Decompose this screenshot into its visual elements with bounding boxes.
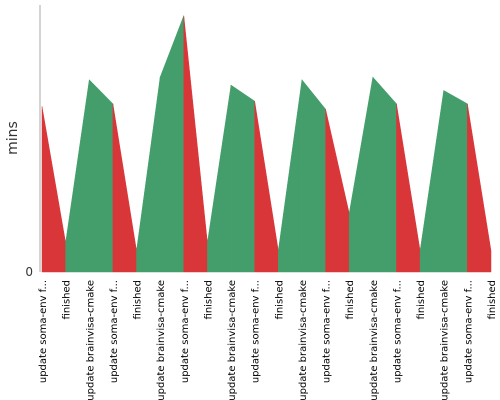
x-tick-label: finished	[133, 280, 144, 319]
y-axis-label: mins	[5, 121, 21, 155]
area-segment-success	[159, 15, 185, 273]
x-tick-label: finished	[62, 280, 73, 319]
area-segment-failure	[254, 101, 279, 273]
x-tick-label: update soma-env f...	[463, 280, 474, 383]
area-segment-success	[89, 79, 114, 273]
area-segment-failure	[112, 103, 137, 273]
area-segment-success	[136, 77, 161, 273]
area-series	[41, 15, 492, 273]
area-segment-failure	[183, 15, 208, 273]
area-segment-success	[348, 77, 374, 273]
x-tick-label: finished	[345, 280, 356, 319]
x-tick-label: update soma-env f...	[392, 280, 403, 383]
area-segment-success	[278, 79, 303, 273]
area-segment-success	[443, 90, 468, 273]
area-segment-failure	[467, 103, 492, 273]
x-tick-label: update brainvisa-cmake	[85, 280, 96, 400]
x-tick-label: update soma-env f...	[180, 280, 191, 383]
area-segment-success	[419, 90, 444, 273]
area-segment-success	[207, 85, 232, 273]
x-tick-label: finished	[274, 280, 285, 319]
x-tick-label: finished	[416, 280, 427, 319]
area-segment-success	[301, 79, 326, 273]
x-tick-label: update brainvisa-cmake	[227, 280, 238, 400]
area-segment-failure	[325, 109, 350, 273]
area-segment-success	[372, 76, 397, 273]
x-tick-label: update brainvisa-cmake	[298, 280, 309, 400]
x-tick-label: finished	[487, 280, 498, 319]
x-tick-label: update soma-env f...	[38, 280, 49, 383]
x-tick-label: update brainvisa-cmake	[440, 280, 451, 400]
x-tick-label: update soma-env f...	[109, 280, 120, 383]
x-tick-label: update brainvisa-cmake	[156, 280, 167, 400]
area-segment-failure	[396, 103, 421, 273]
area-segment-failure	[41, 106, 66, 273]
x-tick-label: update brainvisa-cmake	[369, 280, 380, 400]
x-tick-label: finished	[203, 280, 214, 319]
area-segment-success	[65, 79, 90, 273]
area-segment-success	[230, 84, 255, 273]
x-tick-label: update soma-env f...	[251, 280, 262, 383]
x-tick-label: update soma-env f...	[322, 280, 333, 383]
y-tick-label: 0	[25, 265, 33, 279]
x-tick-labels: update soma-env f... finished update brain…	[38, 280, 498, 400]
